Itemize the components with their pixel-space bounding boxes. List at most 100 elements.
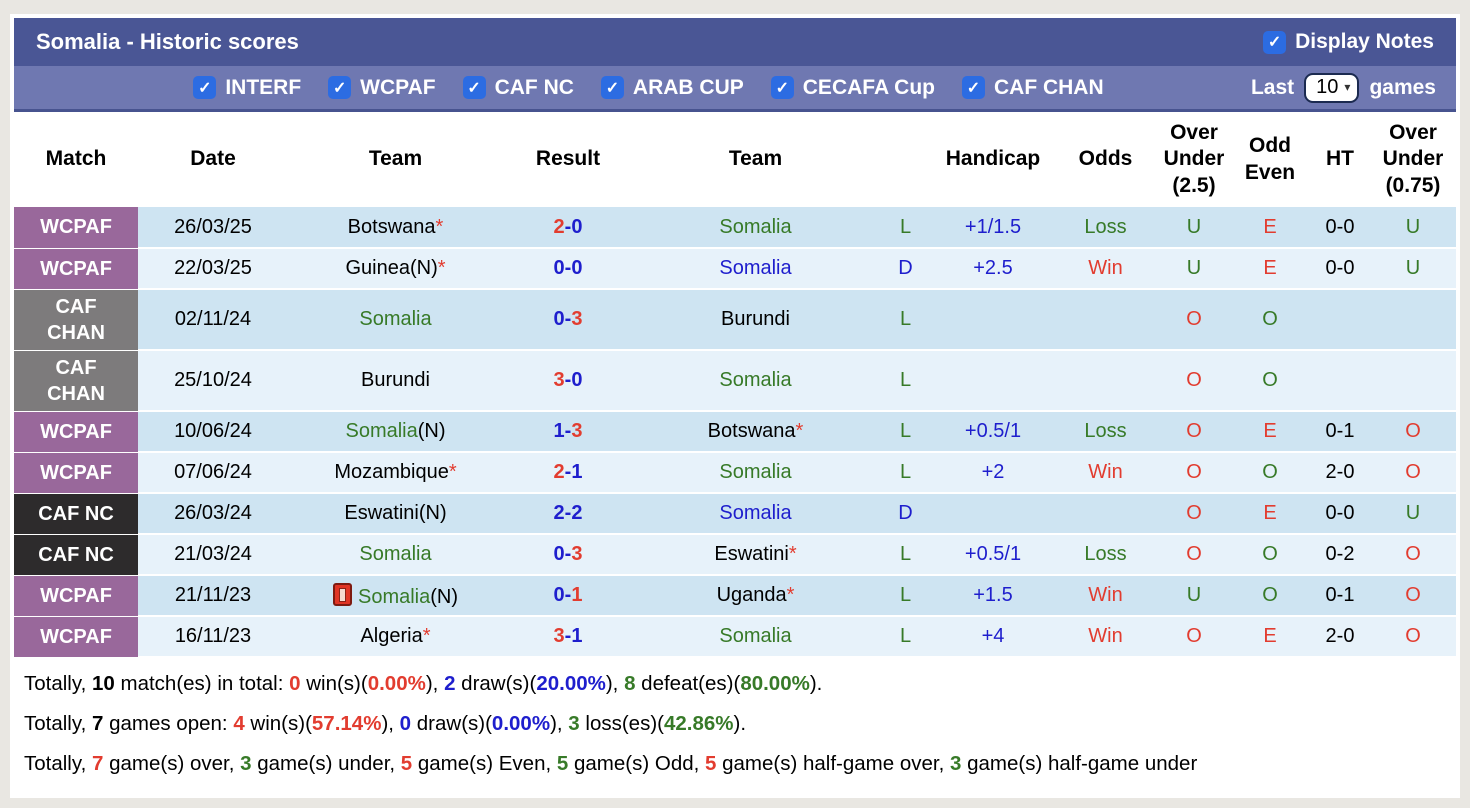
team-name: Somalia <box>719 625 792 647</box>
competition-label: CECAFA Cup <box>802 75 935 99</box>
scores-table: Match Date Team Result Team Handicap Odds Over … <box>14 112 1456 658</box>
team-star: * <box>448 461 457 483</box>
date-cell: 07/06/24 <box>138 452 288 494</box>
competition-checkbox[interactable]: ✓ <box>328 76 352 99</box>
team-name: Somalia <box>719 369 792 391</box>
match-badge: CAF CHAN <box>14 350 138 412</box>
table-row: WCPAF 21/11/23 Somalia(N) 0-1 Uganda* L +1.5 Wi… <box>14 575 1456 617</box>
competition-checkbox[interactable]: ✓ <box>600 76 624 99</box>
over-under-25-cell: O <box>1158 452 1230 494</box>
summary-segment: 5 <box>400 752 413 775</box>
handicap-cell: +4 <box>933 616 1053 658</box>
team-cell: Eswatini(N) <box>288 493 503 535</box>
summary-segment: match(es) in total: <box>114 672 290 695</box>
team-name: Somalia <box>345 420 418 442</box>
table-row: CAF CHAN 25/10/24 Burundi 3-0 Somalia L O O <box>14 350 1456 412</box>
result-cell: 2-2 <box>503 493 633 535</box>
team-name: Botswana <box>347 215 436 238</box>
team-neutral-suffix: (N) <box>417 420 446 442</box>
competition-checkbox[interactable]: ✓ <box>193 76 217 99</box>
summary-segment: 7 <box>91 752 104 775</box>
display-notes-toggle[interactable]: ✓ Display Notes <box>1263 30 1434 54</box>
team-star: * <box>437 257 446 279</box>
summary-segment: 2 <box>444 672 456 695</box>
competition-filter[interactable]: ✓ CAF CHAN <box>961 75 1104 100</box>
over-under-25-cell: O <box>1158 289 1230 351</box>
table-row: CAF NC 21/03/24 Somalia 0-3 Eswatini* L +0.5/1… <box>14 534 1456 576</box>
team-name: Somalia <box>357 585 431 608</box>
over-under-25-cell: U <box>1158 207 1230 249</box>
handicap-cell: +2 <box>933 452 1053 494</box>
competition-label: CAF CHAN <box>993 75 1104 99</box>
competition-filter[interactable]: ✓ INTERF <box>193 76 301 100</box>
table-row: CAF CHAN 02/11/24 Somalia 0-3 Burundi L O O <box>14 289 1456 351</box>
table-row: WCPAF 26/03/25 Botswana* 2-0 Somalia L +1/1.5 L… <box>14 207 1456 249</box>
team-name: Somalia <box>719 461 792 483</box>
wdl-cell: L <box>878 207 933 249</box>
match-badge: CAF NC <box>14 493 138 535</box>
summary-segment: win(s)( <box>244 712 312 735</box>
ht-cell: 0-1 <box>1310 575 1370 617</box>
odd-even-cell: O <box>1230 534 1310 576</box>
table-row: CAF NC 26/03/24 Eswatini(N) 2-2 Somalia D O E 0-… <box>14 493 1456 535</box>
summary-segment: ), <box>425 672 445 695</box>
away-score: 3 <box>571 420 583 442</box>
handicap-cell <box>933 493 1053 535</box>
score-dash: - <box>564 502 572 524</box>
result-cell: 0-3 <box>503 289 633 351</box>
summary-segment: ), <box>381 712 400 735</box>
home-score: 1 <box>553 420 565 442</box>
team-star: * <box>435 215 444 238</box>
team-star: * <box>422 625 431 647</box>
competition-filters: ✓ INTERF ✓ WCPAF ✓ CAF NC ✓ ARAB CUP ✓ CECAFA Cup… <box>163 75 1104 100</box>
competition-filter[interactable]: ✓ CECAFA Cup <box>770 75 935 100</box>
odd-even-cell: O <box>1230 289 1310 351</box>
team-star: * <box>788 543 797 565</box>
over-under-075-cell <box>1370 350 1456 412</box>
score-dash: - <box>564 420 572 442</box>
date-cell: 21/03/24 <box>138 534 288 576</box>
over-under-25-cell: O <box>1158 616 1230 658</box>
away-score: 0 <box>571 215 583 238</box>
competition-checkbox[interactable]: ✓ <box>961 76 985 99</box>
team-name: Somalia <box>719 257 792 279</box>
column-header: Match <box>14 112 138 207</box>
team-cell: Somalia <box>633 350 878 412</box>
competition-filter[interactable]: ✓ ARAB CUP <box>600 76 744 100</box>
summary-segment: ), <box>550 712 569 735</box>
team-name: Botswana <box>707 420 796 442</box>
handicap-cell <box>933 289 1053 351</box>
competition-filter[interactable]: ✓ WCPAF <box>328 76 436 100</box>
column-header: Date <box>138 112 288 207</box>
result-cell: 1-3 <box>503 411 633 453</box>
date-cell: 02/11/24 <box>138 289 288 351</box>
wdl-cell: L <box>878 289 933 351</box>
over-under-25-cell: U <box>1158 248 1230 290</box>
team-cell: Guinea(N)* <box>288 248 503 290</box>
over-under-075-cell: O <box>1370 411 1456 453</box>
filter-bar: ✓ INTERF ✓ WCPAF ✓ CAF NC ✓ ARAB CUP ✓ CECAFA Cup… <box>14 66 1456 112</box>
odd-even-cell: O <box>1230 350 1310 412</box>
team-name: Eswatini <box>714 543 789 565</box>
summary-segment: draw(s)( <box>455 672 537 695</box>
table-row: WCPAF 22/03/25 Guinea(N)* 0-0 Somalia D +2.5 Wi… <box>14 248 1456 290</box>
competition-checkbox[interactable]: ✓ <box>770 76 794 99</box>
team-name: Somalia <box>719 215 792 238</box>
last-games-select[interactable]: 10 ▾ <box>1304 72 1360 103</box>
date-cell: 25/10/24 <box>138 350 288 412</box>
competition-filter[interactable]: ✓ CAF NC <box>462 76 574 100</box>
ht-cell: 0-0 <box>1310 493 1370 535</box>
date-cell: 10/06/24 <box>138 411 288 453</box>
competition-checkbox[interactable]: ✓ <box>462 76 486 99</box>
odd-even-cell: E <box>1230 248 1310 290</box>
over-under-075-cell: O <box>1370 452 1456 494</box>
summary-segment: game(s) under, <box>251 752 401 775</box>
score-dash: - <box>564 308 572 330</box>
summary-segment: 7 <box>91 712 104 735</box>
summary-segment: 0 <box>289 672 301 695</box>
score-dash: - <box>564 625 572 647</box>
wdl-cell: L <box>878 350 933 412</box>
odds-cell: Loss <box>1053 534 1158 576</box>
team-name: Uganda <box>716 584 787 606</box>
display-notes-checkbox[interactable]: ✓ <box>1263 30 1287 54</box>
